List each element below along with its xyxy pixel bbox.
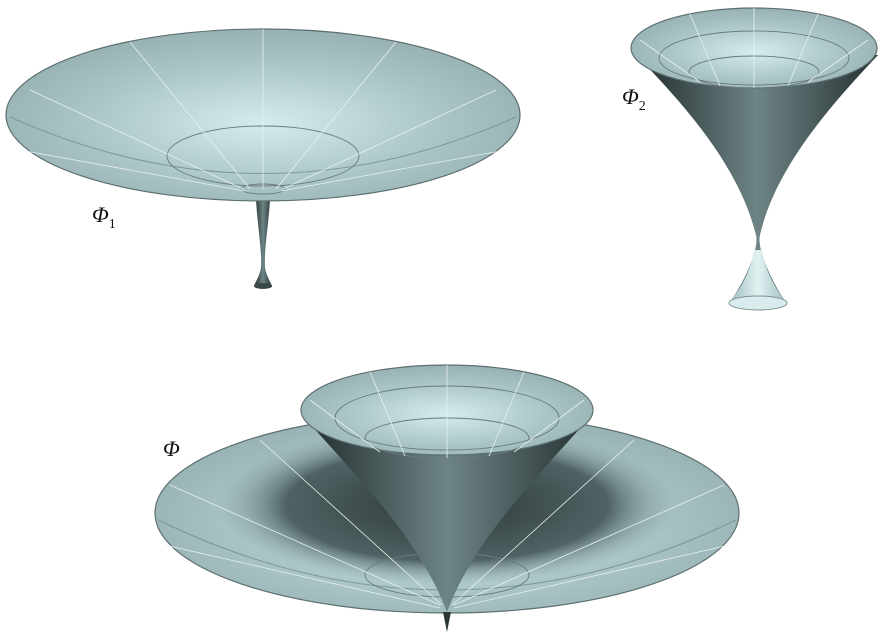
surface-phi1 bbox=[5, 28, 521, 289]
label-symbol: Φ bbox=[622, 84, 639, 109]
label-symbol: Φ bbox=[92, 202, 109, 227]
label-phi1: Φ1 bbox=[92, 202, 116, 232]
label-phi: Φ bbox=[163, 436, 180, 461]
surface-phi2 bbox=[630, 7, 878, 311]
label-phi2: Φ2 bbox=[622, 84, 646, 114]
label-symbol: Φ bbox=[163, 436, 180, 461]
label-subscript: 1 bbox=[109, 217, 116, 232]
surface-phi bbox=[154, 364, 740, 632]
label-subscript: 2 bbox=[639, 99, 646, 114]
